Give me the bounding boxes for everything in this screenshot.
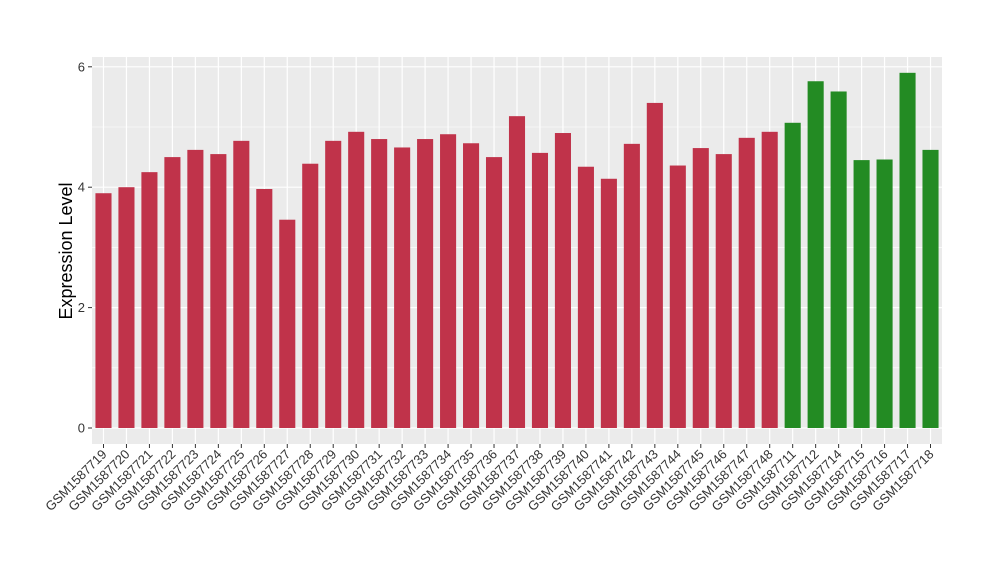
bar bbox=[394, 147, 411, 428]
bar bbox=[669, 165, 686, 428]
x-axis: GSM1587719GSM1587720GSM1587721GSM1587722… bbox=[42, 444, 937, 514]
bar bbox=[348, 131, 365, 429]
bar bbox=[807, 81, 824, 429]
bar bbox=[463, 143, 480, 428]
y-axis: 0 2 4 6 bbox=[78, 59, 92, 436]
bar bbox=[256, 189, 273, 428]
bar bbox=[371, 139, 388, 429]
y-tick-label: 6 bbox=[78, 59, 85, 74]
bar bbox=[210, 154, 227, 428]
bar bbox=[899, 72, 916, 428]
bar bbox=[554, 133, 571, 428]
bar bbox=[141, 172, 158, 428]
bar bbox=[508, 116, 526, 428]
bar bbox=[692, 148, 709, 428]
bar bbox=[417, 139, 434, 429]
bar bbox=[531, 152, 549, 429]
y-axis-title: Expression Level bbox=[56, 182, 76, 319]
bar bbox=[279, 219, 296, 428]
bar bbox=[302, 163, 319, 429]
bar bbox=[187, 149, 204, 428]
bar bbox=[577, 166, 594, 428]
bar bbox=[95, 193, 112, 428]
y-tick-label: 2 bbox=[78, 300, 85, 315]
bar bbox=[600, 178, 617, 428]
bar bbox=[118, 187, 135, 428]
bar bbox=[784, 122, 801, 428]
bar bbox=[623, 143, 640, 428]
bar bbox=[715, 154, 732, 428]
bar bbox=[485, 157, 503, 428]
bar bbox=[830, 91, 847, 429]
bar bbox=[922, 149, 939, 428]
bar bbox=[738, 137, 755, 428]
bar bbox=[853, 160, 870, 429]
bar bbox=[876, 159, 893, 428]
y-tick-label: 4 bbox=[78, 180, 85, 195]
bar bbox=[164, 157, 181, 428]
bar bbox=[233, 140, 250, 428]
bar bbox=[646, 102, 663, 429]
bars bbox=[95, 72, 939, 429]
y-tick-label: 0 bbox=[78, 421, 85, 436]
bar bbox=[325, 140, 342, 428]
bar bbox=[440, 134, 457, 428]
bar bbox=[761, 131, 778, 429]
